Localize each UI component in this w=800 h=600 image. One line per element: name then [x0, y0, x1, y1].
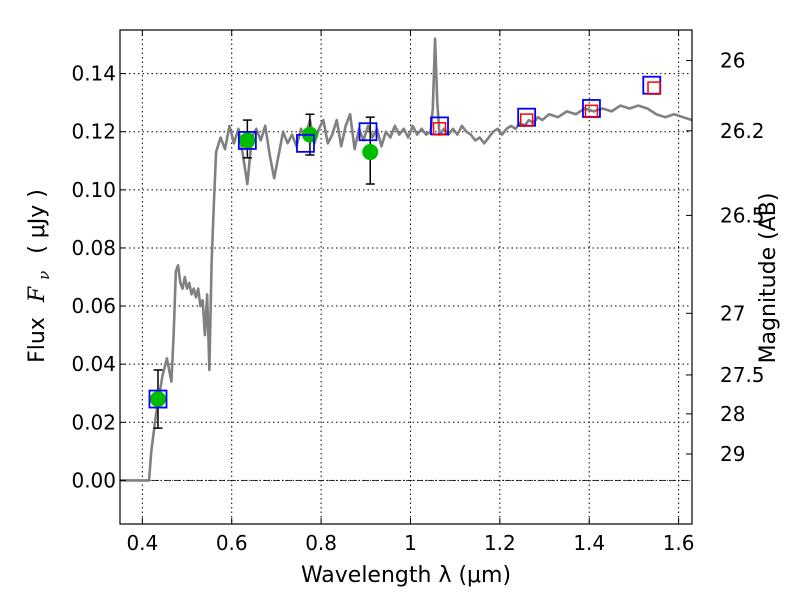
y-axis-title-symbol: F: [25, 286, 50, 303]
y-tick-label: 0.06: [71, 294, 116, 318]
y-axis-title: Flux F ν ( μJy ): [25, 189, 55, 363]
model-flux-square: [519, 113, 534, 127]
y-tick-label: 0.04: [71, 352, 116, 376]
synthetic-flux-square: [237, 131, 257, 150]
y-tick-label: 0.12: [71, 120, 116, 144]
observed-flux-point: [362, 144, 379, 161]
y-tick-label: 0.14: [71, 62, 116, 86]
plot-frame: [119, 29, 693, 525]
y2-axis-title: Magnitude (AB): [756, 193, 781, 364]
y-axis-title-unit: ( μJy ): [25, 189, 50, 254]
y-tick-label: 0.00: [71, 468, 116, 492]
x-tick-label: 0.6: [216, 531, 248, 555]
y-tick-label: 0.02: [71, 410, 116, 434]
synthetic-flux-square: [358, 122, 378, 142]
model-spectrum-line: [120, 37, 692, 482]
y2-tick-label: 27.5: [720, 363, 765, 387]
x-axis: 0.4 0.6 0.8 1 1.2 1.4 1.6: [126, 30, 695, 555]
synthetic-flux-square: [642, 75, 662, 95]
y2-tick-label: 28: [720, 402, 745, 426]
x-axis-title: Wavelength λ (μm): [301, 563, 511, 588]
x-tick-label: 1: [404, 531, 417, 555]
x-tick-label: 0.8: [305, 531, 337, 555]
plot-area: [120, 37, 692, 482]
observed-flux-point: [149, 391, 166, 408]
y2-tick-label: 29: [720, 442, 745, 466]
model-flux-square: [584, 104, 599, 119]
observed-flux-point: [239, 132, 256, 149]
y2-tick-label: 26.5: [720, 203, 765, 227]
x-tick-label: 1.2: [484, 531, 516, 555]
y-tick-label: 0.10: [71, 178, 116, 202]
y2-tick-label: 27: [720, 301, 745, 325]
x-tick-label: 1.4: [573, 531, 605, 555]
y2-tick-label: 26.2: [720, 119, 765, 143]
y-axis-title-subscript: ν: [35, 271, 53, 280]
synthetic-flux-square: [296, 133, 315, 153]
y-axis-left: 0.00 0.02 0.04 0.06 0.08 0.10 0.12 0.14: [71, 62, 126, 492]
y-tick-label: 0.08: [71, 236, 116, 260]
y2-tick-label: 26: [720, 49, 745, 73]
model-flux-square: [432, 122, 447, 136]
y-axis-right: 26 26.2 26.5 27 27.5 28 29: [686, 49, 765, 466]
grid: [120, 30, 692, 524]
synthetic-flux-square: [148, 389, 168, 409]
model-flux-square: [647, 81, 661, 95]
x-tick-label: 0.4: [126, 531, 158, 555]
y-axis-title-prefix: Flux: [25, 317, 50, 363]
x-tick-label: 1.6: [663, 531, 695, 555]
